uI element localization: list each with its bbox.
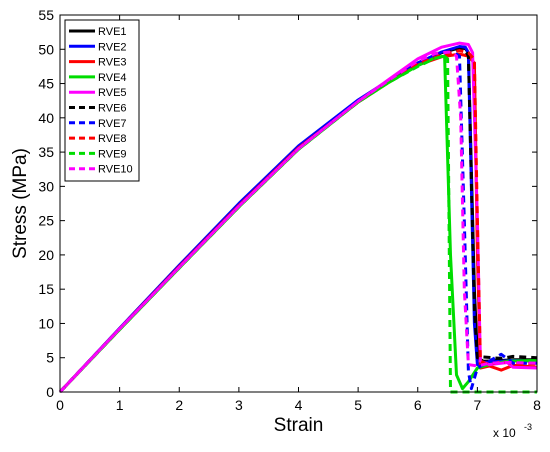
legend-label-rve1: RVE1 [98,26,127,38]
legend-label-rve10: RVE10 [98,164,133,176]
x-tick-label: 1 [116,397,124,413]
y-tick-label: 30 [38,178,54,194]
x-axis-multiplier: x 10 -3 [493,422,532,440]
x-tick-label: 5 [354,397,362,413]
x-tick-label: 8 [533,397,541,413]
legend-label-rve2: RVE2 [98,41,127,53]
y-tick-label: 20 [38,247,54,263]
y-tick-label: 55 [38,7,54,23]
x-tick-label: 4 [295,397,303,413]
x-tick-label: 6 [414,397,422,413]
x-axis-title: Strain [274,415,324,436]
y-tick-label: 45 [38,76,54,92]
y-tick-label: 10 [38,315,54,331]
legend-label-rve4: RVE4 [98,72,127,84]
y-tick-label: 50 [38,41,54,57]
legend: RVE1 RVE2 RVE3 RVE4 RVE5 RVE6 RVE7 RVE8 RVE9 RVE1… [64,19,140,182]
y-tick-label: 25 [38,213,54,229]
x-tick-label: 0 [56,397,64,413]
x-multiplier-exponent: -3 [524,422,532,432]
x-multiplier-base: x 10 [493,426,516,440]
legend-label-rve8: RVE8 [98,133,127,145]
legend-label-rve7: RVE7 [98,118,127,130]
y-tick-label: 40 [38,110,54,126]
x-tick-label: 2 [175,397,183,413]
series-line-rve10 [58,50,538,394]
legend-label-rve5: RVE5 [98,87,127,99]
x-tick-label: 7 [473,397,481,413]
legend-label-rve6: RVE6 [98,103,127,115]
y-tick-label: 15 [38,281,54,297]
legend-label-rve9: RVE9 [98,148,127,160]
x-tick-label: 3 [235,397,243,413]
legend-label-rve3: RVE3 [98,57,127,69]
series-layer [58,41,538,394]
y-tick-label: 0 [46,384,54,400]
y-axis-title: Stress (MPa) [10,148,31,259]
y-tick-label: 35 [38,144,54,160]
y-tick-label: 5 [46,350,54,366]
